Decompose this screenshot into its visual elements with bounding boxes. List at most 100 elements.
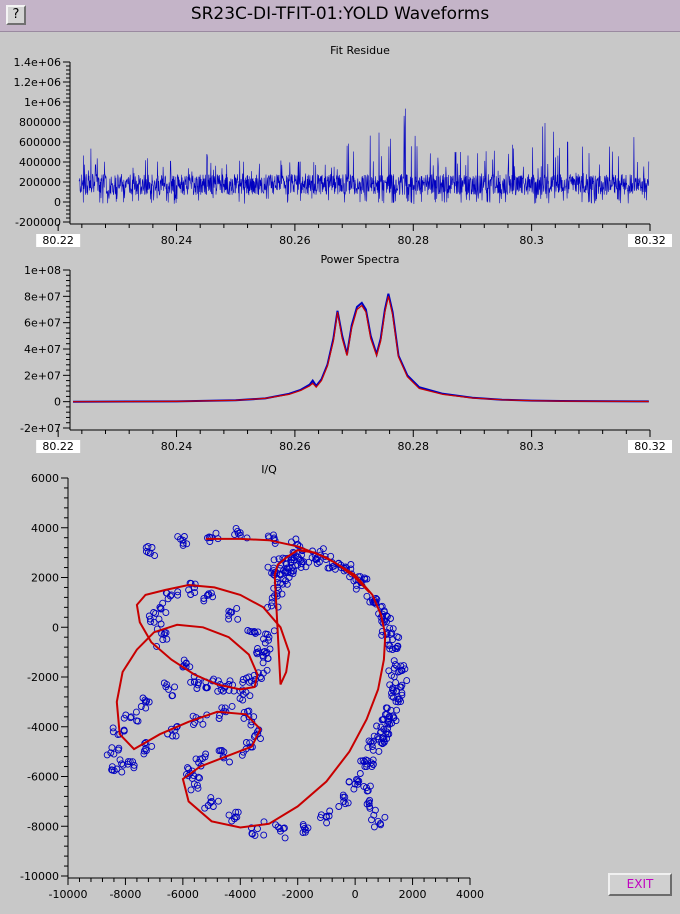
iq-point: [144, 542, 152, 550]
iq-point: [174, 591, 182, 599]
iq-point: [298, 558, 306, 566]
window-title: SR23C-DI-TFIT-01:YOLD Waveforms: [190, 4, 490, 24]
iq-point: [205, 533, 213, 541]
iq-point: [148, 544, 156, 551]
y-tick-label: -8000: [27, 820, 59, 833]
iq-point: [133, 717, 141, 725]
iq-point: [190, 721, 197, 729]
iq-point: [260, 635, 267, 643]
iq-point: [215, 715, 223, 722]
y-tick-label: 0: [54, 196, 61, 209]
iq-point: [219, 687, 227, 695]
iq-point: [374, 733, 382, 741]
iq-point: [264, 563, 272, 571]
iq-point: [301, 824, 309, 832]
iq-point: [242, 739, 250, 746]
iq-point: [174, 588, 182, 596]
iq-point: [356, 770, 364, 777]
iq-point: [272, 821, 280, 829]
exit-button[interactable]: EXIT: [608, 873, 672, 896]
residue-line: [78, 108, 650, 205]
iq-point: [354, 780, 362, 788]
iq-point: [347, 561, 355, 568]
iq-point: [301, 828, 309, 836]
iq-point: [153, 642, 161, 650]
iq-point: [221, 684, 229, 692]
x-tick-label: -6000: [167, 888, 199, 900]
iq-point: [227, 608, 235, 616]
iq-point: [398, 691, 406, 699]
iq-point: [268, 602, 275, 610]
x-end-label-box: [628, 440, 672, 453]
iq-point: [191, 580, 199, 588]
x-tick-label: 80.3: [519, 440, 544, 453]
iq-point: [339, 793, 347, 801]
iq-point: [239, 678, 247, 686]
x-end-label-box: [628, 234, 672, 247]
iq-point: [376, 820, 384, 827]
iq-point: [363, 575, 371, 583]
iq-point: [250, 627, 258, 635]
iq-point: [339, 791, 347, 799]
iq-point: [248, 718, 256, 726]
iq-point: [281, 834, 289, 842]
iq-point: [142, 704, 150, 712]
iq-point: [392, 687, 400, 695]
iq-point: [283, 580, 291, 588]
iq-point: [396, 683, 404, 691]
iq-point: [146, 615, 154, 623]
iq-point: [313, 560, 321, 567]
iq-point: [187, 678, 195, 686]
iq-point: [368, 739, 376, 747]
iq-point: [247, 824, 255, 832]
iq-point: [368, 763, 376, 771]
x-tick-label: 80.28: [398, 440, 430, 453]
iq-point: [108, 744, 116, 752]
help-button[interactable]: ?: [6, 5, 26, 25]
iq-point: [155, 615, 163, 623]
iq-point: [126, 758, 134, 766]
iq-point: [187, 786, 195, 794]
iq-point: [145, 612, 153, 620]
iq-point: [254, 645, 261, 652]
iq-point: [277, 579, 285, 587]
iq-point: [390, 664, 398, 672]
chart-title: I/Q: [261, 463, 277, 476]
iq-point: [193, 685, 201, 692]
iq-point: [368, 816, 375, 824]
iq-point: [183, 540, 191, 548]
iq-point: [389, 687, 397, 695]
y-tick-label: 200000: [19, 176, 61, 189]
iq-point: [225, 615, 233, 623]
iq-point: [236, 529, 244, 537]
iq-point: [139, 694, 147, 702]
y-tick-label: 4e+07: [24, 343, 61, 356]
iq-point: [352, 585, 360, 593]
iq-point: [397, 667, 405, 674]
iq-point: [254, 669, 262, 677]
iq-point: [335, 803, 343, 810]
iq-point: [401, 665, 409, 673]
iq-point: [179, 541, 187, 549]
iq-point: [245, 678, 253, 686]
x-tick-label: -4000: [224, 888, 256, 900]
iq-point: [273, 590, 281, 598]
iq-point: [290, 549, 298, 557]
y-tick-label: -2000: [27, 671, 59, 684]
y-tick-label: 600000: [19, 136, 61, 149]
iq-point: [393, 645, 401, 652]
iq-data-points: [103, 524, 411, 842]
iq-point: [103, 751, 111, 759]
iq-point: [361, 763, 369, 771]
iq-point: [371, 806, 379, 814]
y-tick-label: -2e+07: [20, 422, 61, 435]
iq-point: [218, 704, 226, 712]
iq-point: [110, 750, 118, 758]
iq-point: [367, 759, 375, 767]
iq-point: [150, 609, 158, 616]
iq-point: [374, 817, 382, 825]
x-tick-label: 80.28: [398, 234, 430, 247]
iq-point: [390, 714, 398, 722]
iq-point: [388, 629, 396, 637]
iq-point: [163, 635, 171, 643]
